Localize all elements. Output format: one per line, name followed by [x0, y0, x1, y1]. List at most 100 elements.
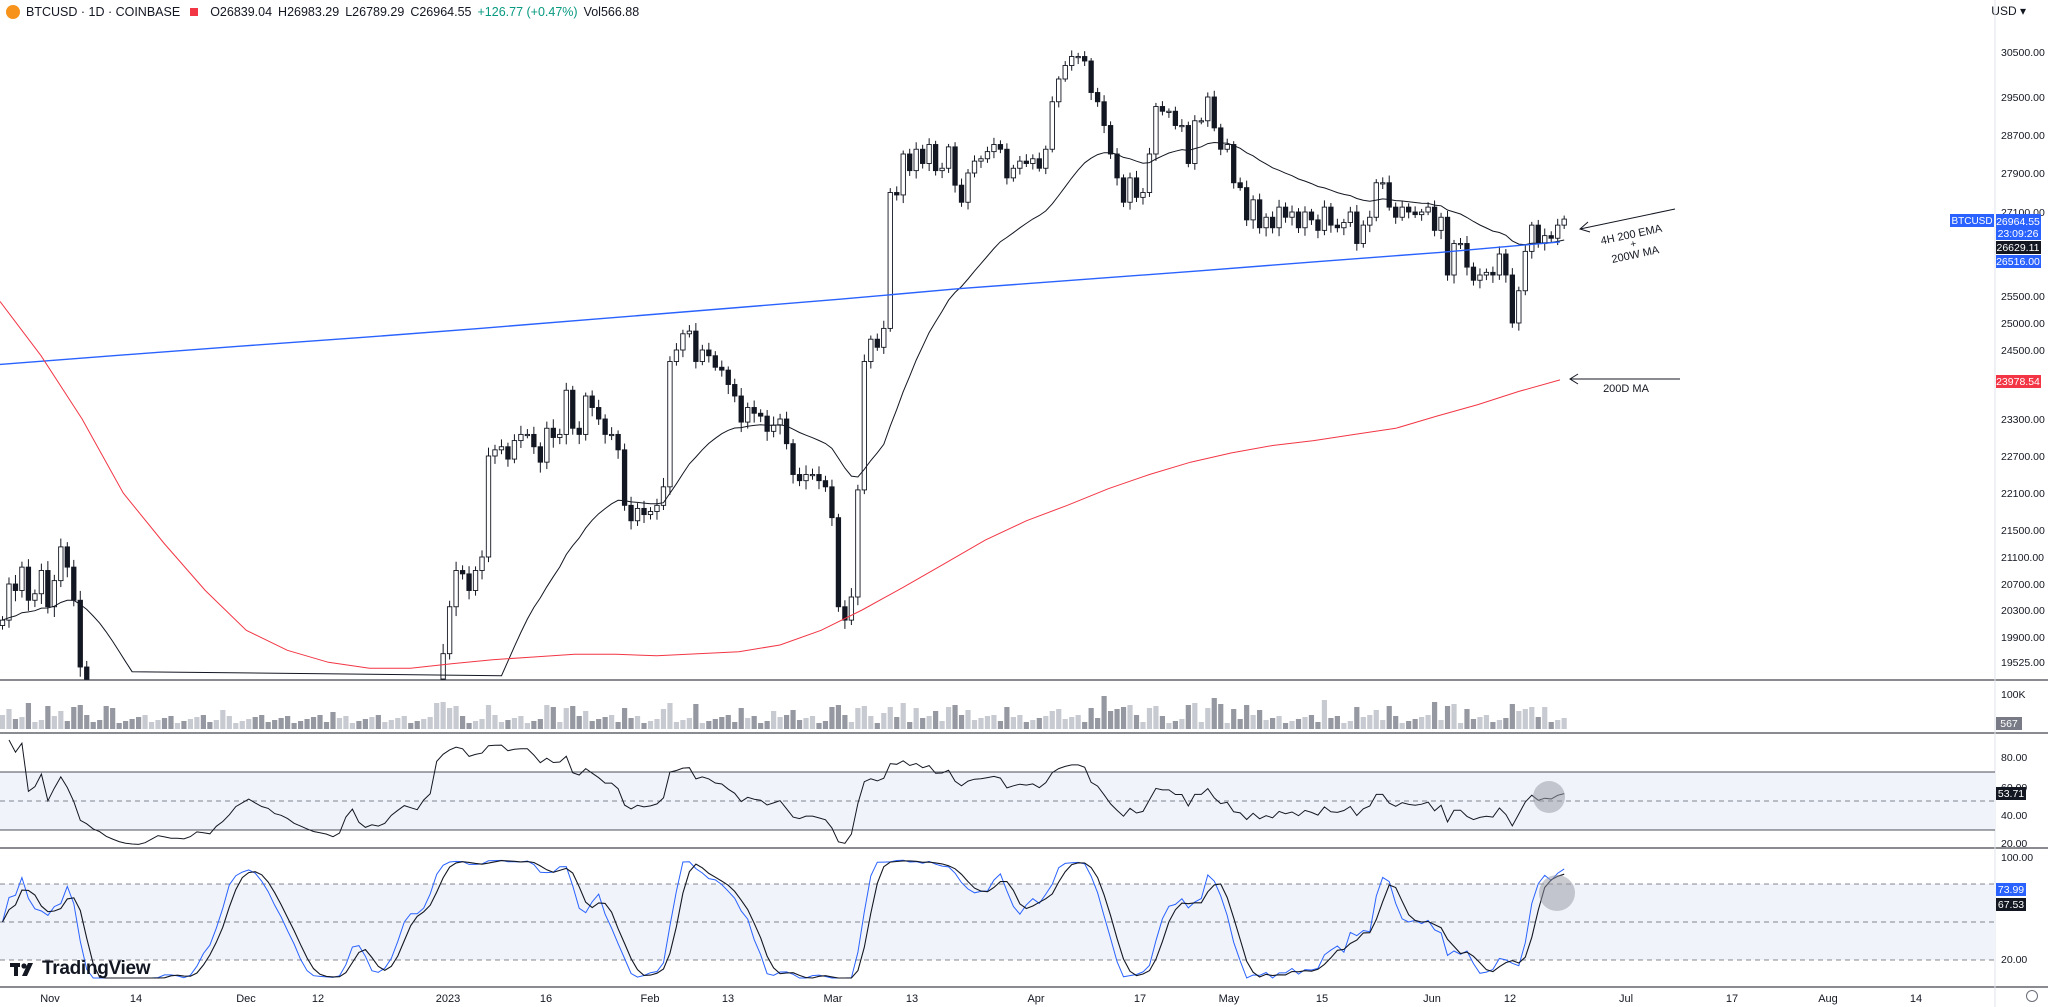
- ohlc-change: +126.77 (+0.47%): [477, 5, 578, 19]
- volume-bar: [1399, 723, 1405, 729]
- candle: [602, 414, 608, 444]
- volume-bar: [1198, 722, 1204, 729]
- volume-bar: [1516, 711, 1522, 729]
- volume-bar: [148, 722, 155, 729]
- volume-bar: [466, 723, 472, 729]
- time-axis[interactable]: Nov 14 Dec 12 2023 16 Feb 13 Mar 13 Apr 17 May 15 Jun 1…: [40, 993, 1922, 1005]
- rsi-band: [0, 772, 1995, 830]
- ema-arrow-line: [1579, 208, 1676, 230]
- stoch-band: [0, 884, 1995, 960]
- time-tick: 17: [1134, 993, 1146, 1005]
- candle: [1082, 51, 1088, 66]
- rsi-tick-80: 80.00: [2001, 752, 2027, 764]
- volume-bar: [116, 723, 122, 729]
- candle: [576, 421, 582, 445]
- stoch-k-tag: [1996, 883, 2026, 896]
- volume-bar: [161, 718, 168, 729]
- candle: [1133, 170, 1140, 203]
- volume-bar: [1406, 721, 1412, 729]
- volume-bar: [783, 715, 790, 729]
- tradingview-logo[interactable]: TradingView: [10, 958, 151, 980]
- candle: [1380, 177, 1386, 190]
- volume-bar: [926, 716, 932, 729]
- candle: [822, 475, 829, 492]
- volume-bar: [1082, 722, 1088, 729]
- candle: [1263, 213, 1269, 237]
- volume-bar: [745, 718, 751, 729]
- candle: [796, 467, 803, 487]
- volume-bar: [1211, 698, 1217, 729]
- volume-bar: [1205, 708, 1211, 729]
- volume-bar: [479, 719, 485, 729]
- last-price: 26964.55: [1996, 216, 2040, 228]
- volume-bar: [408, 723, 414, 729]
- volume-bar: [1496, 720, 1502, 729]
- candle: [1185, 121, 1191, 168]
- candle: [1043, 145, 1049, 175]
- candle: [1425, 202, 1431, 216]
- gear-icon[interactable]: [2026, 990, 2038, 1002]
- candle: [738, 388, 744, 433]
- volume-bar: [472, 721, 479, 729]
- volume-bar: [1069, 717, 1075, 729]
- price-tick: 29500.00: [2001, 92, 2045, 104]
- candle: [732, 378, 738, 403]
- volume-bar: [952, 705, 958, 729]
- volume-bar: [531, 721, 537, 729]
- btcusd-tag: BTCUSD: [1951, 216, 1992, 227]
- volume-bar: [602, 717, 608, 729]
- candle: [706, 342, 712, 363]
- volume-bar: [563, 708, 569, 729]
- volume-bar: [492, 715, 498, 729]
- candle: [1542, 228, 1548, 251]
- volume-bar: [1062, 719, 1068, 729]
- candle: [71, 559, 77, 607]
- volume-bar: [816, 723, 822, 729]
- price-axis[interactable]: 30500.0029500.0028700.0027900.0027100.00…: [2001, 47, 2045, 669]
- volume-bar: [323, 722, 330, 729]
- candle: [686, 325, 693, 338]
- price-tick: 27900.00: [2001, 168, 2045, 180]
- volume-bar: [920, 718, 926, 729]
- candle: [868, 335, 874, 369]
- volume-bar: [38, 720, 44, 729]
- volume-bar: [991, 715, 997, 729]
- candle: [544, 421, 550, 470]
- candle: [1412, 206, 1418, 218]
- volume-bar: [278, 718, 284, 729]
- volume-bar: [732, 722, 738, 729]
- ema-value-tag: [1996, 241, 2041, 254]
- symbol-line[interactable]: BTCUSD · 1D · COINBASE: [26, 5, 181, 19]
- ema-line: [2, 141, 1565, 677]
- volume-bar: [1192, 703, 1198, 729]
- last-price-tag[interactable]: [1996, 214, 2041, 240]
- ma200d-value-tag: [1996, 375, 2041, 388]
- candle: [1367, 210, 1373, 233]
- rsi-value: 53.71: [1998, 788, 2024, 800]
- candle: [531, 426, 537, 454]
- candle: [1256, 193, 1263, 234]
- volume-bar: [259, 715, 265, 729]
- candles-layer[interactable]: [0, 50, 1567, 680]
- flag-icon[interactable]: [190, 8, 199, 16]
- volume-bar: [1140, 722, 1146, 729]
- candle: [978, 155, 984, 168]
- candle: [667, 356, 673, 495]
- candle: [790, 439, 796, 484]
- candle: [84, 660, 90, 680]
- ma200w-value-tag: [1996, 255, 2041, 268]
- volume-bar: [1231, 709, 1237, 729]
- volume-bar: [174, 723, 181, 729]
- oscillator-lines: [2, 739, 1565, 979]
- volume-bar: [1561, 718, 1567, 729]
- candle: [589, 390, 595, 417]
- volume-bar: [1269, 718, 1276, 729]
- volume-readout: Vol566.88: [583, 5, 640, 19]
- volume-bar: [6, 709, 12, 729]
- candle: [1341, 218, 1347, 236]
- volume-value-tag: [1996, 717, 2022, 730]
- volume-bar: [1146, 708, 1153, 729]
- currency-selector[interactable]: USD ▾: [1991, 4, 2026, 18]
